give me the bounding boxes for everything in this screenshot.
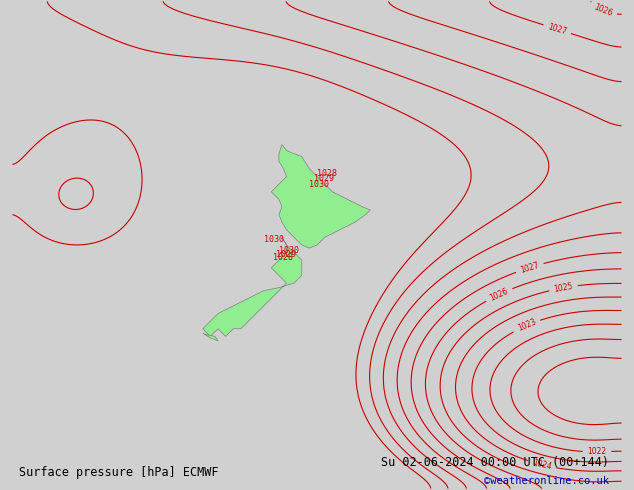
Text: 1024: 1024 — [531, 458, 552, 471]
Text: 1027: 1027 — [519, 261, 540, 275]
Text: 1027: 1027 — [547, 22, 568, 36]
Text: Su 02-06-2024 00:00 UTC (00+144): Su 02-06-2024 00:00 UTC (00+144) — [381, 456, 609, 469]
Polygon shape — [203, 237, 302, 336]
Text: 1022: 1022 — [588, 447, 607, 456]
Text: 1028: 1028 — [273, 253, 293, 262]
Text: 1025: 1025 — [553, 282, 574, 294]
Text: ©weatheronline.co.uk: ©weatheronline.co.uk — [484, 476, 609, 486]
Text: 1026: 1026 — [488, 286, 510, 303]
Text: Surface pressure [hPa] ECMWF: Surface pressure [hPa] ECMWF — [18, 466, 218, 479]
Text: 1030: 1030 — [279, 245, 299, 255]
Text: 1029: 1029 — [276, 250, 296, 259]
Text: 1030: 1030 — [309, 180, 330, 189]
Text: 1029: 1029 — [314, 174, 334, 183]
Text: 1028: 1028 — [317, 170, 337, 178]
Polygon shape — [271, 145, 370, 248]
Text: 1023: 1023 — [516, 318, 537, 333]
Polygon shape — [203, 333, 218, 341]
Text: 1030: 1030 — [264, 235, 283, 244]
Text: 1026: 1026 — [593, 2, 614, 18]
